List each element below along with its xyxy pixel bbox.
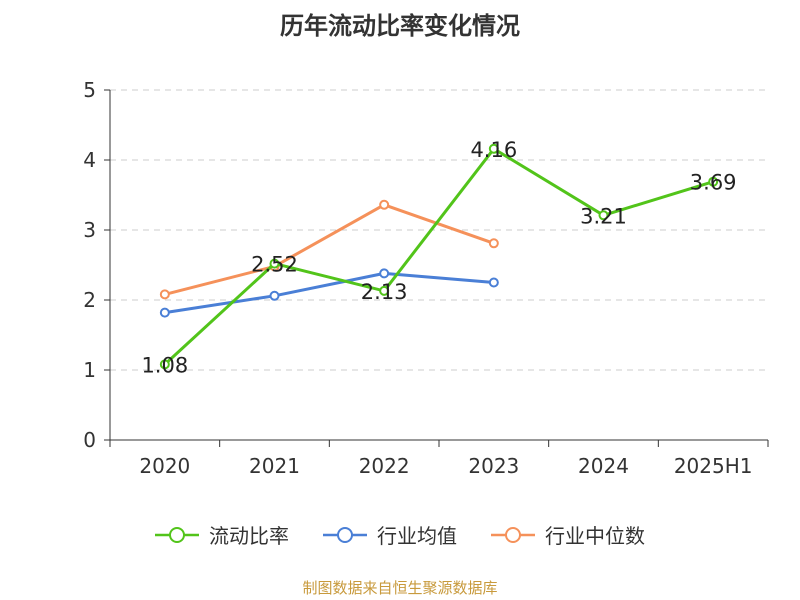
y-tick-label-3: 3 <box>83 218 96 242</box>
data-point-1-0 <box>159 307 170 318</box>
legend-item-2[interactable]: 行业中位数 <box>491 520 645 549</box>
x-tick-label-2: 2022 <box>359 454 410 478</box>
data-point-1-3 <box>488 277 499 288</box>
x-tick-label-3: 2023 <box>468 454 519 478</box>
x-tick-label-0: 2020 <box>139 454 190 478</box>
legend-label-1: 行业均值 <box>377 524 457 548</box>
y-tick-label-2: 2 <box>83 288 96 312</box>
data-point-0-0 <box>159 359 170 370</box>
x-tick-label-5: 2025H1 <box>674 454 753 478</box>
y-tick-label-1: 1 <box>83 358 96 382</box>
data-label-1: 2.52 <box>251 253 298 277</box>
legend-item-0[interactable]: 流动比率 <box>155 520 289 549</box>
data-label-3: 4.16 <box>470 138 517 162</box>
y-tick-label-5: 5 <box>83 78 96 102</box>
source-note: 制图数据来自恒生聚源数据库 <box>302 579 498 597</box>
y-tick-label-0: 0 <box>83 428 96 452</box>
data-label-0: 1.08 <box>141 353 188 377</box>
data-point-0-2 <box>379 285 390 296</box>
legend-label-0: 流动比率 <box>209 524 289 548</box>
data-label-4: 3.21 <box>580 204 627 228</box>
data-point-0-1 <box>269 258 280 269</box>
data-point-0-3 <box>488 143 499 154</box>
data-label-5: 3.69 <box>690 171 737 195</box>
series-line-0 <box>163 147 714 366</box>
legend-marker-2 <box>491 526 535 543</box>
x-tick-label-4: 2024 <box>578 454 629 478</box>
data-label-2: 2.13 <box>361 280 408 304</box>
series-line-2 <box>164 203 495 296</box>
legend-marker-0 <box>155 526 199 543</box>
series-line-1 <box>164 271 494 315</box>
legend-marker-1 <box>323 526 367 543</box>
data-point-1-2 <box>379 268 390 279</box>
legend-item-1[interactable]: 行业均值 <box>323 520 457 549</box>
legend: 流动比率 行业均值 行业中位数 <box>0 520 800 549</box>
data-point-0-4 <box>598 210 609 221</box>
data-point-2-2 <box>379 199 390 210</box>
data-point-2-0 <box>159 289 170 300</box>
legend-label-2: 行业中位数 <box>545 524 645 548</box>
y-tick-label-4: 4 <box>83 148 96 172</box>
data-point-0-5 <box>708 176 719 187</box>
chart-title: 历年流动比率变化情况 <box>280 12 520 40</box>
data-point-1-1 <box>269 290 280 301</box>
data-point-2-3 <box>488 238 499 249</box>
x-tick-label-1: 2021 <box>249 454 300 478</box>
